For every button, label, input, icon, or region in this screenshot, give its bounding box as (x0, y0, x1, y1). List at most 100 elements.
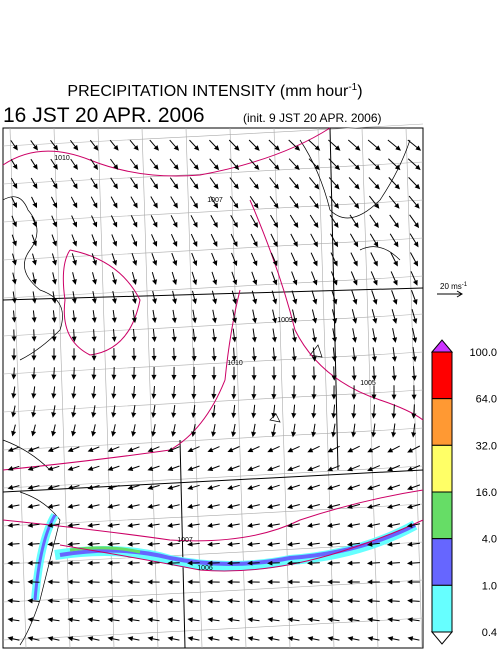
wind-arrow (250, 214, 258, 228)
wind-arrow (231, 404, 237, 419)
wind-arrow (27, 484, 40, 490)
wind-arrow (331, 385, 337, 400)
wind-arrow (367, 139, 381, 151)
wind-arrow (171, 405, 177, 419)
wind-arrow (71, 310, 77, 323)
wind-arrow (287, 560, 300, 566)
wind-arrow (231, 385, 237, 400)
wind-arrow (289, 214, 299, 228)
wind-arrow (27, 522, 40, 528)
wind-arrow (131, 386, 137, 400)
wind-arrow (171, 252, 178, 266)
wind-arrow (307, 560, 320, 566)
wind-arrow (248, 139, 260, 151)
wind-arrow (390, 271, 398, 286)
wind-arrow (231, 271, 238, 286)
wind-arrow (371, 309, 378, 324)
wind-arrow (307, 445, 320, 453)
wind-arrow (171, 328, 177, 343)
wind-arrow (11, 405, 17, 418)
wind-arrow (307, 579, 320, 585)
wind-arrow (191, 424, 197, 438)
wind-arrow (247, 522, 260, 528)
wind-arrow (70, 158, 78, 170)
wind-arrow (326, 522, 340, 528)
wind-arrow (192, 290, 197, 305)
wind-arrow (27, 579, 40, 585)
wind-arrow (147, 541, 160, 547)
wind-arrow (391, 385, 397, 400)
isobar-label: 1007 (207, 197, 223, 204)
coastlines (2, 139, 411, 646)
wind-arrow (289, 177, 300, 190)
wind-arrow (47, 522, 60, 528)
wind-arrow (410, 252, 419, 267)
isobar-label: 1010 (54, 155, 70, 162)
wind-arrow (51, 386, 57, 399)
graticule-line (2, 503, 424, 527)
wind-arrow (230, 214, 238, 228)
wind-arrow (251, 366, 257, 381)
wind-arrow (211, 309, 217, 324)
wind-arrow (251, 385, 257, 400)
wind-arrow (110, 215, 118, 228)
wind-arrow (267, 484, 280, 491)
wind-arrow (309, 177, 320, 190)
wind-arrow (127, 503, 140, 509)
wind-arrow (27, 560, 40, 566)
wind-arrow (169, 177, 179, 190)
wind-arrow (87, 522, 100, 528)
wind-arrow (270, 214, 279, 228)
wind-arrow (307, 636, 320, 642)
wind-arrow (129, 139, 139, 151)
wind-arrow (351, 366, 357, 381)
wind-arrow (67, 484, 80, 490)
wind-arrow (411, 404, 417, 419)
wind-arrow (127, 446, 140, 453)
wind-arrow (11, 329, 17, 342)
wind-arrow (51, 329, 57, 342)
wind-arrow (107, 503, 120, 509)
wind-arrow (189, 177, 199, 190)
wind-arrow (391, 366, 397, 381)
wind-arrow (107, 541, 120, 547)
wind-arrow (90, 196, 98, 209)
wind-arrow (150, 196, 158, 209)
wind-arrow (31, 215, 37, 228)
wind-arrow (10, 159, 18, 170)
wind-arrow (290, 233, 298, 248)
wind-arrow (11, 291, 17, 304)
wind-arrow (268, 139, 280, 151)
wind-arrow (327, 484, 340, 490)
wind-arrow (149, 158, 159, 171)
wind-arrow (187, 503, 200, 509)
wind-arrow (150, 177, 159, 190)
wind-arrow (331, 366, 337, 381)
rain-core (69, 546, 141, 554)
wind-arrow (307, 503, 320, 509)
wind-arrow (251, 404, 257, 419)
wind-arrow (250, 252, 258, 267)
wind-arrow (369, 195, 380, 209)
wind-arrow (91, 215, 98, 228)
wind-arrow (371, 404, 377, 419)
wind-arrow (209, 158, 220, 171)
wind-arrow (270, 252, 278, 267)
wind-arrow (407, 617, 420, 623)
wind-arrow (67, 617, 80, 623)
wind-arrow (107, 617, 120, 623)
wind-arrow (307, 484, 320, 490)
wind-arrow (287, 445, 300, 453)
wind-arrow (328, 177, 340, 190)
wind-arrow (11, 386, 17, 399)
wind-arrow (367, 484, 381, 491)
rain-band (33, 514, 57, 601)
wind-arrow (207, 598, 220, 604)
wind-arrow (247, 636, 260, 642)
wind-arrow (187, 560, 200, 566)
wind-arrow (327, 465, 340, 472)
wind-arrow (110, 177, 118, 190)
wind-arrow (267, 465, 280, 472)
precipitation (31, 512, 418, 601)
wind-arrow (389, 214, 399, 229)
